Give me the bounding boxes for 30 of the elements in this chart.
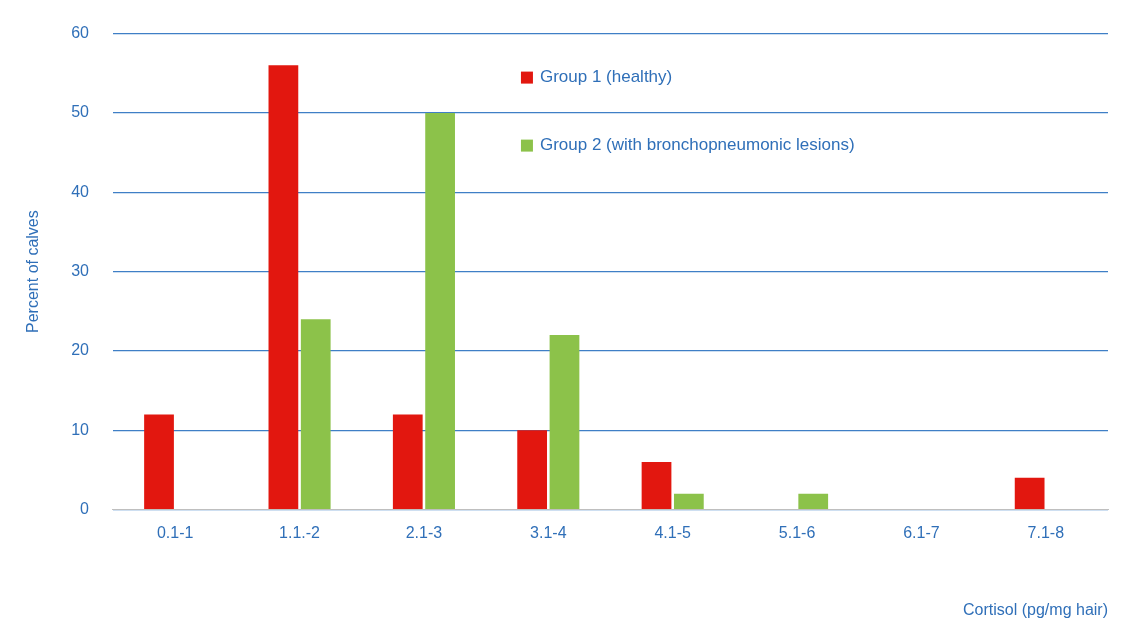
x-tick-label: 4.1-5	[654, 523, 692, 541]
x-axis-title: Cortisol (pg/mg hair)	[963, 600, 1108, 618]
x-tick-label: 3.1-4	[530, 523, 567, 541]
bar	[798, 493, 829, 509]
bar	[549, 335, 580, 509]
y-tick-label: 50	[71, 103, 90, 121]
bar	[641, 462, 672, 509]
y-tick-label: 30	[71, 262, 90, 280]
bar	[425, 112, 455, 509]
y-tick-label: 40	[71, 182, 90, 200]
bar	[144, 414, 174, 509]
y-axis-title: Percent of calves	[24, 210, 42, 333]
x-tick-label: 0.1-1	[156, 523, 194, 541]
bar	[300, 319, 331, 509]
bar	[673, 493, 704, 509]
bar	[1014, 477, 1045, 509]
x-tick-label: 2.1-3	[405, 523, 443, 541]
x-tick-label: 1.1.-2	[279, 523, 321, 541]
x-tick-label: 7.1-8	[1027, 523, 1065, 541]
bar	[392, 414, 423, 509]
y-tick-label: 0	[80, 500, 90, 518]
bar	[268, 65, 299, 509]
bar	[517, 430, 548, 509]
x-tick-label: 6.1-7	[903, 523, 940, 541]
y-tick-label: 20	[71, 341, 90, 359]
x-tick-label: 5.1-6	[778, 523, 816, 541]
legend-label: Group 2 (with bronchopneumonic lesions)	[539, 135, 855, 155]
legend-label: Group 1 (healthy)	[539, 67, 673, 87]
y-tick-label: 60	[71, 24, 90, 42]
y-tick-label: 10	[71, 420, 90, 438]
